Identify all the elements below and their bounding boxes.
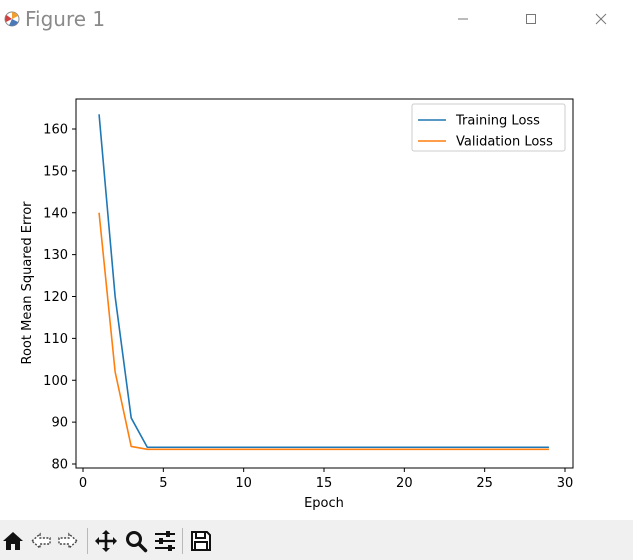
home-icon <box>3 532 23 550</box>
x-tick-label: 20 <box>396 476 413 491</box>
x-axis-ticks: 0 5 10 15 20 25 30 <box>79 468 573 491</box>
back-arrow-icon <box>30 532 51 550</box>
close-icon <box>595 13 607 25</box>
figure-canvas: 80 90 100 110 120 130 140 150 160 0 5 10 15 20 25 30 E… <box>0 38 633 520</box>
save-icon <box>191 531 211 551</box>
toolbar-separator <box>87 528 88 554</box>
legend: Training Loss Validation Loss <box>411 103 566 152</box>
x-tick-label: 5 <box>159 476 167 491</box>
y-tick-label: 150 <box>43 164 68 179</box>
maximize-icon <box>526 14 536 24</box>
y-tick-label: 110 <box>43 332 68 347</box>
configure-subplots-icon <box>155 531 175 551</box>
y-axis-label: Root Mean Squared Error <box>20 201 35 365</box>
series-line-training-loss <box>98 114 549 449</box>
zoom-button[interactable] <box>123 528 149 554</box>
back-button[interactable] <box>28 528 54 554</box>
window-titlebar: Figure 1 <box>0 0 633 38</box>
zoom-icon <box>126 531 148 553</box>
x-tick-label: 10 <box>235 476 252 491</box>
home-button[interactable] <box>0 528 26 554</box>
save-button[interactable] <box>188 528 214 554</box>
maximize-button[interactable] <box>508 0 554 38</box>
move-icon <box>95 530 117 552</box>
configure-subplots-button[interactable] <box>152 528 178 554</box>
pan-button[interactable] <box>93 528 119 554</box>
matplotlib-icon <box>3 10 21 28</box>
plot-area <box>75 98 574 469</box>
x-tick-label: 30 <box>557 476 574 491</box>
x-tick-label: 0 <box>79 476 87 491</box>
forward-arrow-icon <box>58 532 79 550</box>
y-tick-label: 100 <box>43 374 68 389</box>
navigation-toolbar <box>0 520 633 560</box>
x-tick-label: 15 <box>316 476 333 491</box>
y-axis-ticks: 80 90 100 110 120 130 140 150 160 <box>43 123 76 473</box>
line-chart: 80 90 100 110 120 130 140 150 160 0 5 10 15 20 25 30 E… <box>20 98 574 511</box>
legend-label: Training Loss <box>455 114 540 129</box>
y-tick-label: 160 <box>43 123 68 138</box>
y-tick-label: 130 <box>43 248 68 263</box>
forward-button[interactable] <box>55 528 81 554</box>
x-tick-label: 25 <box>476 476 493 491</box>
close-button[interactable] <box>578 0 624 38</box>
legend-label: Validation Loss <box>456 135 553 150</box>
y-tick-label: 120 <box>43 290 68 305</box>
series-lines <box>98 114 549 451</box>
minimize-button[interactable] <box>440 0 486 38</box>
y-tick-label: 80 <box>51 458 68 473</box>
series-line-validation-loss <box>98 212 549 451</box>
minimize-icon <box>458 18 468 20</box>
y-tick-label: 90 <box>51 416 68 431</box>
legend-box <box>411 103 566 152</box>
x-axis-label: Epoch <box>304 496 344 511</box>
window-title: Figure 1 <box>25 7 106 31</box>
y-tick-label: 140 <box>43 206 68 221</box>
toolbar-separator <box>182 528 183 554</box>
